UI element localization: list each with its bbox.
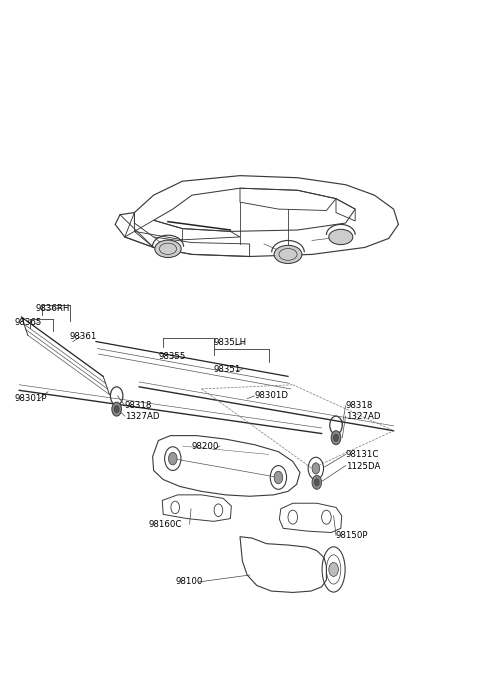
Text: 98160C: 98160C [149, 520, 182, 528]
Text: 1327AD: 1327AD [346, 412, 380, 420]
Text: 98365: 98365 [14, 318, 42, 326]
Text: 98318: 98318 [346, 401, 373, 410]
Text: 98301P: 98301P [14, 395, 47, 403]
Circle shape [112, 402, 121, 416]
Text: 98200: 98200 [192, 442, 219, 450]
Circle shape [114, 406, 119, 413]
Circle shape [312, 475, 322, 489]
Text: 98131C: 98131C [346, 450, 379, 459]
Circle shape [329, 562, 338, 576]
Circle shape [274, 471, 283, 484]
Text: 1125DA: 1125DA [346, 463, 380, 471]
Ellipse shape [155, 240, 181, 257]
Circle shape [312, 463, 320, 474]
Ellipse shape [329, 229, 353, 245]
Circle shape [334, 434, 338, 441]
Circle shape [331, 431, 341, 445]
Text: 98361: 98361 [70, 332, 97, 341]
Text: 9836RH: 9836RH [36, 304, 71, 312]
Text: 98355: 98355 [158, 353, 186, 361]
Circle shape [314, 479, 319, 486]
Text: 98301D: 98301D [254, 392, 288, 400]
Ellipse shape [274, 245, 302, 263]
Text: 9835LH: 9835LH [214, 339, 247, 347]
Text: 98100: 98100 [175, 578, 203, 586]
Text: 98150P: 98150P [336, 531, 369, 539]
Text: 98351: 98351 [214, 365, 241, 374]
Text: 98318: 98318 [125, 401, 152, 410]
Text: 1327AD: 1327AD [125, 412, 159, 420]
Circle shape [168, 452, 177, 465]
